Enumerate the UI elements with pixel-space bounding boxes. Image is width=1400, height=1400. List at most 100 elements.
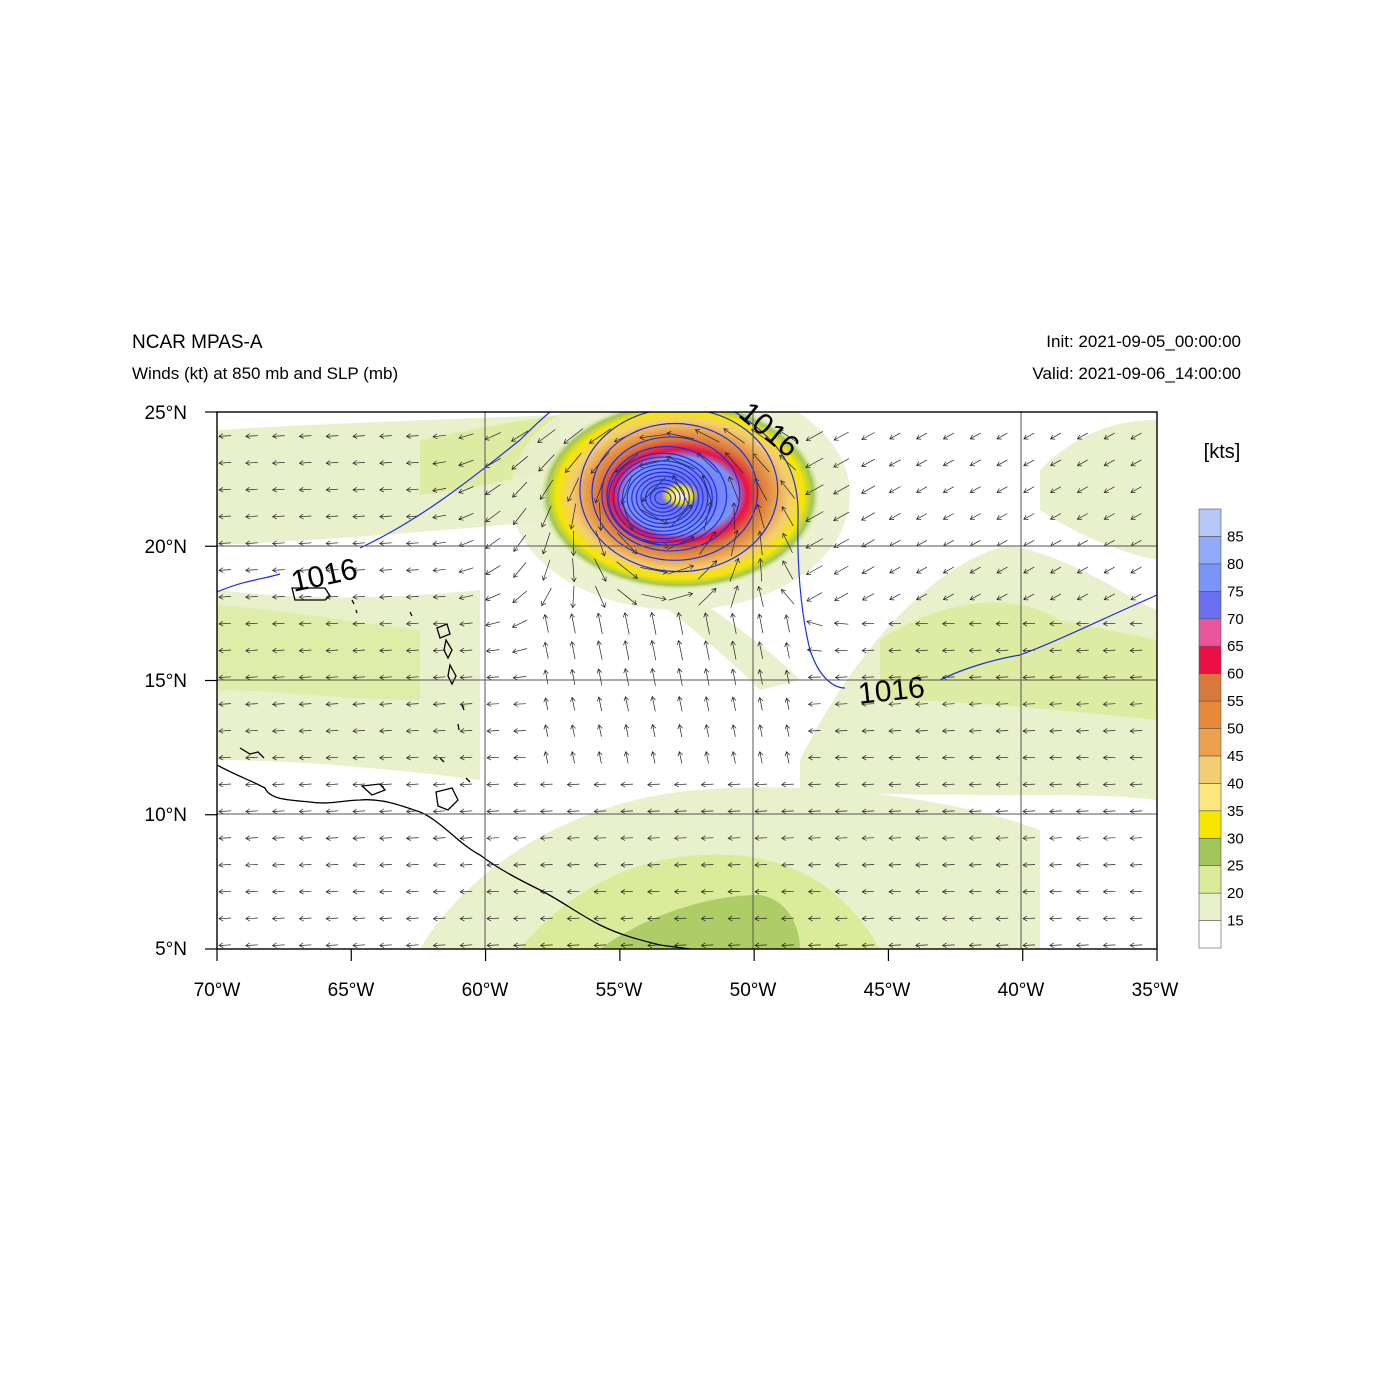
storm-isobars bbox=[579, 412, 779, 573]
wind-arrow bbox=[325, 755, 339, 761]
wind-arrow bbox=[486, 808, 500, 815]
wind-arrow bbox=[1022, 701, 1036, 707]
wind-arrow bbox=[995, 701, 1009, 707]
colorbar-label: 30 bbox=[1227, 830, 1244, 847]
colorbar-label: 80 bbox=[1227, 556, 1244, 573]
wind-arrow bbox=[969, 593, 981, 601]
wind-arrow bbox=[888, 755, 902, 761]
wind-arrow bbox=[593, 808, 607, 815]
colorbar-swatch bbox=[1198, 755, 1222, 784]
wind-arrow bbox=[379, 567, 392, 573]
wind-arrow bbox=[432, 567, 446, 573]
wind-arrow bbox=[807, 781, 821, 788]
wind-arrow bbox=[1075, 915, 1089, 922]
wind-arrow bbox=[1076, 432, 1088, 440]
wind-arrow bbox=[379, 621, 392, 627]
wind-arrow bbox=[511, 619, 528, 629]
wind-arrow bbox=[432, 701, 446, 707]
wind-arrow bbox=[805, 457, 824, 469]
wind-arrow bbox=[271, 808, 285, 815]
wind-arrow bbox=[673, 915, 687, 922]
wind-arrow bbox=[728, 476, 740, 503]
wind-arrow bbox=[649, 639, 657, 661]
wind-arrow bbox=[807, 862, 821, 868]
wind-arrow bbox=[861, 728, 875, 734]
wind-arrow bbox=[459, 942, 473, 949]
colorbar-swatch bbox=[1198, 837, 1222, 866]
wind-arrow bbox=[995, 621, 1009, 627]
wind-arrow bbox=[218, 862, 232, 868]
wind-arrow bbox=[781, 862, 794, 868]
wind-arrow bbox=[807, 808, 821, 815]
colorbar-label: 60 bbox=[1227, 666, 1244, 683]
wind-arrow bbox=[1076, 513, 1088, 520]
wind-arrow bbox=[807, 755, 821, 761]
wind-arrow bbox=[1075, 889, 1089, 895]
wind-arrow bbox=[806, 619, 823, 627]
wind-arrow bbox=[543, 697, 549, 711]
wind-arrow bbox=[1076, 566, 1088, 574]
wind-arrow bbox=[995, 862, 1009, 868]
wind-arrow bbox=[861, 512, 875, 521]
wind-arrow bbox=[889, 566, 901, 574]
storm-isobar bbox=[608, 452, 718, 544]
wind-arrow bbox=[271, 487, 285, 493]
wind-arrow bbox=[1022, 781, 1036, 788]
wind-arrow bbox=[405, 781, 419, 788]
wind-arrow bbox=[405, 862, 419, 868]
wind-arrow bbox=[298, 487, 312, 493]
wind-arrow bbox=[352, 621, 366, 627]
wind-arrow bbox=[915, 728, 928, 734]
wind-arrow bbox=[723, 428, 745, 444]
wind-arrow bbox=[1022, 915, 1036, 922]
wind-arrow bbox=[968, 647, 982, 654]
wind-arrow bbox=[1102, 728, 1116, 734]
wind-arrow bbox=[616, 561, 638, 579]
axis-ticks bbox=[205, 411, 1158, 961]
wind-arrow bbox=[245, 862, 258, 868]
wind-arrow bbox=[566, 835, 580, 841]
wind-arrow bbox=[784, 614, 790, 633]
wind-arrow bbox=[566, 889, 580, 895]
wind-arrow bbox=[620, 862, 634, 868]
colorbar-swatch bbox=[1198, 536, 1222, 565]
wind-arrow bbox=[784, 697, 791, 710]
wind-arrow bbox=[673, 889, 687, 895]
wind-arrow bbox=[271, 835, 285, 841]
wind-arrow bbox=[672, 474, 689, 504]
wind-arrow bbox=[271, 460, 285, 466]
lon-tick-label: 35°W bbox=[1132, 980, 1179, 1001]
chart-subtitle: Winds (kt) at 850 mb and SLP (mb) bbox=[132, 364, 399, 383]
wind-arrow bbox=[1050, 432, 1062, 440]
wind-arrow bbox=[1075, 755, 1089, 761]
wind-arrow bbox=[405, 460, 419, 466]
wind-arrow bbox=[593, 862, 607, 868]
wind-arrow bbox=[1050, 513, 1062, 520]
wind-arrow bbox=[298, 567, 312, 573]
wind-arrow bbox=[996, 566, 1008, 574]
wind-arrow bbox=[647, 808, 660, 815]
wind-arrow bbox=[513, 915, 526, 922]
colorbar-label: 20 bbox=[1227, 885, 1244, 902]
wind-arrow bbox=[567, 477, 580, 502]
wind-arrow bbox=[647, 862, 660, 868]
wind-arrow bbox=[942, 486, 954, 494]
wind-arrow bbox=[1075, 701, 1089, 707]
wind-arrow bbox=[218, 674, 232, 681]
wind-arrow bbox=[1130, 486, 1142, 494]
wind-arrow bbox=[669, 504, 692, 529]
wind-arrow bbox=[298, 647, 312, 654]
wind-arrow bbox=[622, 612, 630, 635]
wind-arrow bbox=[513, 835, 526, 841]
wind-arrow bbox=[916, 593, 928, 601]
wind-vectors bbox=[218, 428, 1143, 949]
wind-arrow bbox=[512, 674, 527, 681]
wind-arrow bbox=[781, 588, 795, 605]
wind-arrow bbox=[459, 647, 473, 654]
colorbar-label: 45 bbox=[1227, 748, 1244, 765]
wind-arrow bbox=[861, 889, 875, 895]
wind-arrow bbox=[271, 594, 285, 600]
wind-arrow bbox=[405, 487, 419, 493]
wind-arrow bbox=[833, 458, 850, 468]
wind-arrow bbox=[459, 889, 473, 895]
